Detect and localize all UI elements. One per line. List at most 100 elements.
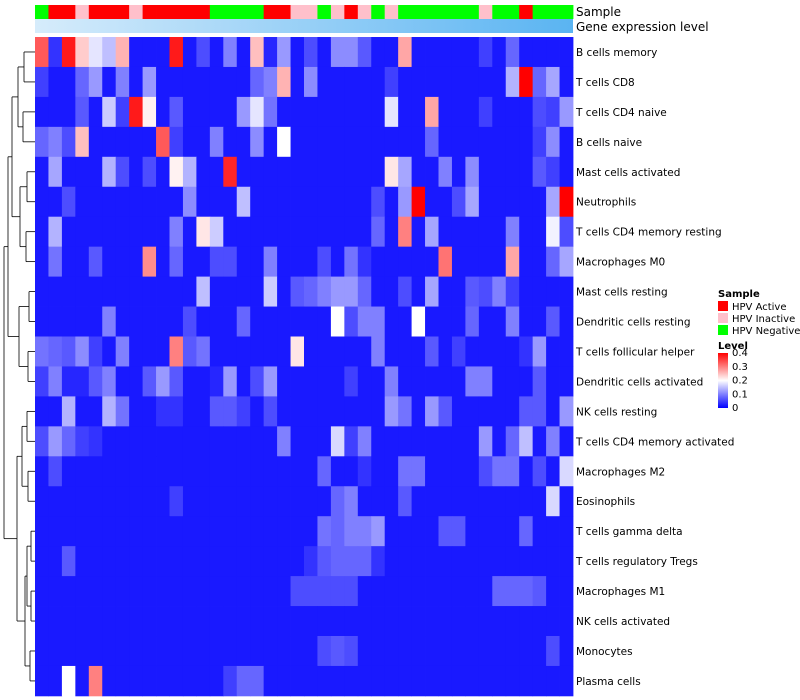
heatmap-cell — [236, 636, 251, 667]
heatmap-cell — [532, 516, 547, 547]
row-label: T cells regulatory Tregs — [575, 556, 698, 568]
heatmap-cell — [371, 37, 386, 68]
heatmap-cell — [250, 336, 265, 367]
heatmap-cell — [88, 246, 103, 277]
heatmap-cell — [236, 186, 251, 218]
heatmap-cell — [129, 546, 143, 577]
heatmap-cell — [371, 126, 386, 158]
heatmap-cell — [35, 396, 49, 427]
heatmap-cell — [196, 606, 211, 637]
heatmap-cell — [546, 426, 560, 457]
heatmap-cell — [438, 665, 453, 697]
heatmap-cell — [505, 276, 520, 307]
heatmap-cell — [129, 336, 143, 367]
heatmap-cell — [209, 516, 224, 547]
heatmap-cell — [196, 306, 211, 337]
row-label: NK cells activated — [576, 616, 670, 628]
heatmap-cell — [236, 396, 251, 427]
heatmap-cell — [196, 546, 211, 577]
heatmap-cell — [357, 486, 372, 517]
heatmap-cell — [384, 186, 399, 218]
heatmap-cell — [61, 486, 76, 517]
heatmap-cell — [35, 216, 49, 248]
heatmap-cell — [223, 276, 238, 307]
heatmap-cell — [75, 606, 90, 637]
heatmap-cell — [236, 456, 251, 487]
heatmap-cell — [519, 456, 534, 487]
heatmap-cell — [196, 156, 211, 188]
heatmap-cell — [35, 276, 49, 307]
heatmap-cell — [532, 96, 547, 128]
heatmap-cell — [61, 276, 76, 307]
heatmap-cell — [411, 306, 426, 337]
heatmap-cell — [384, 606, 399, 637]
heatmap-cell — [35, 636, 49, 667]
heatmap-cell — [384, 396, 399, 427]
heatmap-cell — [142, 126, 157, 158]
heatmap-cell — [263, 665, 278, 697]
sample-legend-title: Sample — [718, 289, 760, 300]
sample-annotation-cell — [371, 5, 386, 19]
sample-annotation-cell — [357, 5, 372, 19]
heatmap-cell — [371, 396, 386, 427]
heatmap-cell — [223, 456, 238, 487]
row-label: Mast cells resting — [576, 287, 668, 299]
heatmap-cell — [129, 66, 143, 98]
heatmap-cell — [425, 546, 439, 577]
heatmap-cell — [223, 576, 238, 607]
heatmap-cell — [546, 396, 560, 427]
heatmap-cell — [290, 156, 305, 188]
heatmap-cell — [250, 486, 265, 517]
heatmap-cell — [357, 546, 372, 577]
heatmap-cell — [129, 306, 143, 337]
heatmap-cell — [398, 186, 412, 218]
heatmap-cell — [398, 66, 412, 98]
heatmap-cell — [492, 426, 507, 457]
heatmap-cell — [330, 216, 345, 248]
heatmap-cell — [492, 546, 507, 577]
heatmap-cell — [196, 516, 211, 547]
heatmap-cell — [519, 546, 534, 577]
heatmap-cell — [398, 456, 412, 487]
heatmap-cell — [182, 456, 197, 487]
heatmap-cell — [304, 186, 318, 218]
heatmap-cell — [61, 396, 76, 427]
heatmap-cell — [505, 126, 520, 158]
heatmap-cell — [48, 396, 63, 427]
heatmap-cell — [330, 276, 345, 307]
heatmap-cell — [142, 96, 157, 128]
heatmap-cell — [277, 66, 291, 98]
heatmap-cell — [357, 37, 372, 68]
heatmap-cell — [317, 456, 332, 487]
heatmap-cell — [478, 246, 493, 277]
heatmap-cell — [371, 516, 386, 547]
heatmap-cell — [142, 426, 157, 457]
heatmap-cell — [142, 516, 157, 547]
heatmap-cell — [398, 96, 412, 128]
heatmap-cell — [263, 576, 278, 607]
heatmap-cell — [277, 126, 291, 158]
heatmap-cell — [169, 576, 184, 607]
heatmap-cell — [451, 66, 466, 98]
heatmap-cell — [317, 126, 332, 158]
heatmap-cell — [519, 276, 534, 307]
heatmap-cell — [357, 96, 372, 128]
heatmap-cell — [277, 456, 291, 487]
heatmap-cell — [371, 276, 386, 307]
heatmap-cell — [411, 636, 426, 667]
heatmap-cell — [75, 306, 90, 337]
heatmap-cell — [75, 37, 90, 68]
heatmap-cell — [546, 306, 560, 337]
heatmap-cell — [182, 546, 197, 577]
row-label: Mast cells activated — [576, 167, 680, 179]
heatmap-cell — [290, 576, 305, 607]
heatmap-cell — [371, 96, 386, 128]
heatmap-cell — [209, 606, 224, 637]
heatmap-cell — [35, 126, 49, 158]
heatmap-cell — [223, 37, 238, 68]
heatmap-cell — [478, 96, 493, 128]
heatmap-cell — [88, 396, 103, 427]
heatmap-cell — [169, 276, 184, 307]
heatmap-cell — [156, 66, 170, 98]
heatmap-cell — [277, 37, 291, 68]
